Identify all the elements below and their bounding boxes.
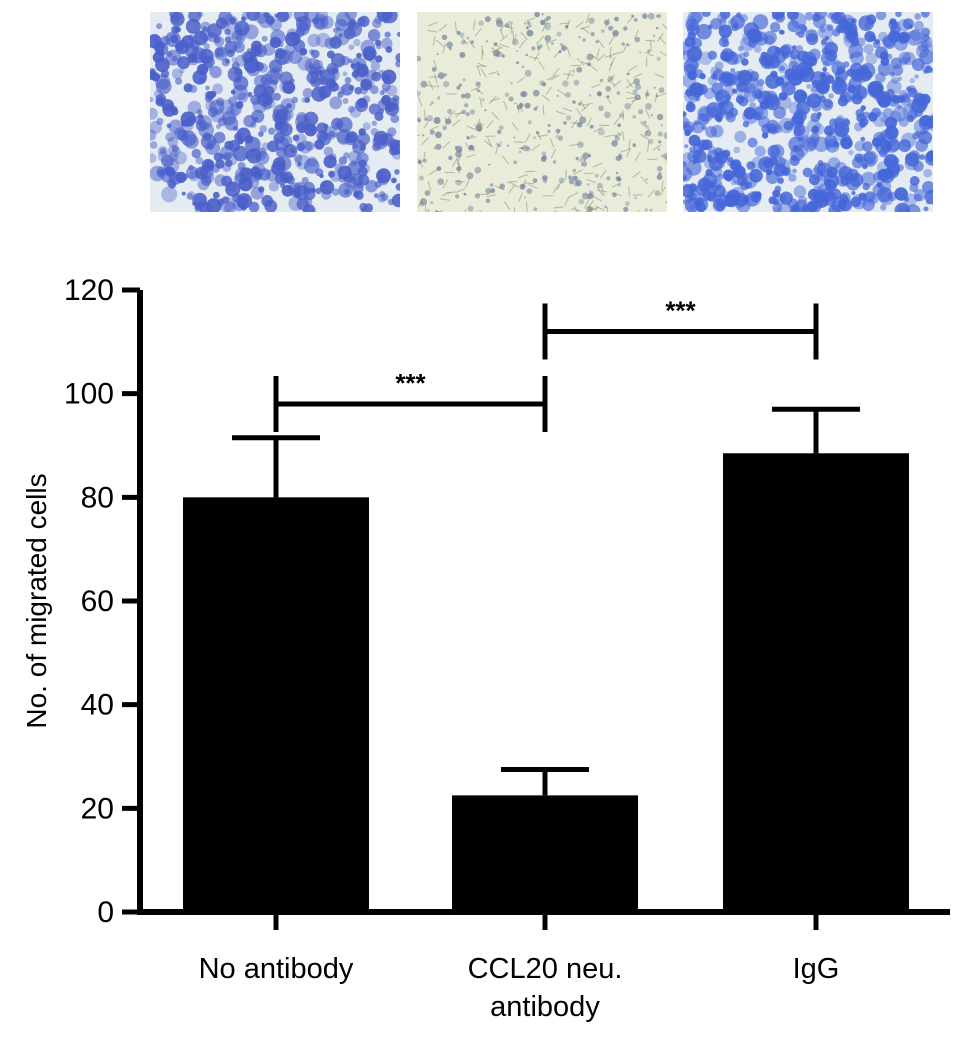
micrograph-igg bbox=[683, 12, 933, 212]
significance-bracket: *** bbox=[273, 368, 548, 433]
y-tick-label: 80 bbox=[81, 481, 114, 514]
significance-label: *** bbox=[395, 368, 426, 398]
y-tick-label: 20 bbox=[81, 792, 114, 825]
y-tick-label: 60 bbox=[81, 585, 114, 618]
x-category-label: CCL20 neu. antibody bbox=[468, 953, 623, 1023]
x-category-label: No antibody bbox=[199, 953, 354, 985]
bar bbox=[723, 453, 909, 912]
bar bbox=[452, 795, 638, 912]
y-tick-label: 0 bbox=[97, 896, 114, 929]
y-tick-label: 40 bbox=[81, 689, 114, 722]
micrograph-ccl20-neu-antibody bbox=[417, 12, 667, 212]
significance-bracket: *** bbox=[542, 295, 819, 360]
x-category-label: IgG bbox=[793, 953, 840, 985]
bar bbox=[183, 497, 369, 912]
y-tick-label: 120 bbox=[64, 274, 114, 307]
micrograph-no-antibody bbox=[150, 12, 400, 212]
y-axis-label: No. of migrated cells bbox=[21, 473, 52, 728]
significance-label: *** bbox=[665, 295, 696, 325]
y-tick-label: 100 bbox=[64, 378, 114, 411]
